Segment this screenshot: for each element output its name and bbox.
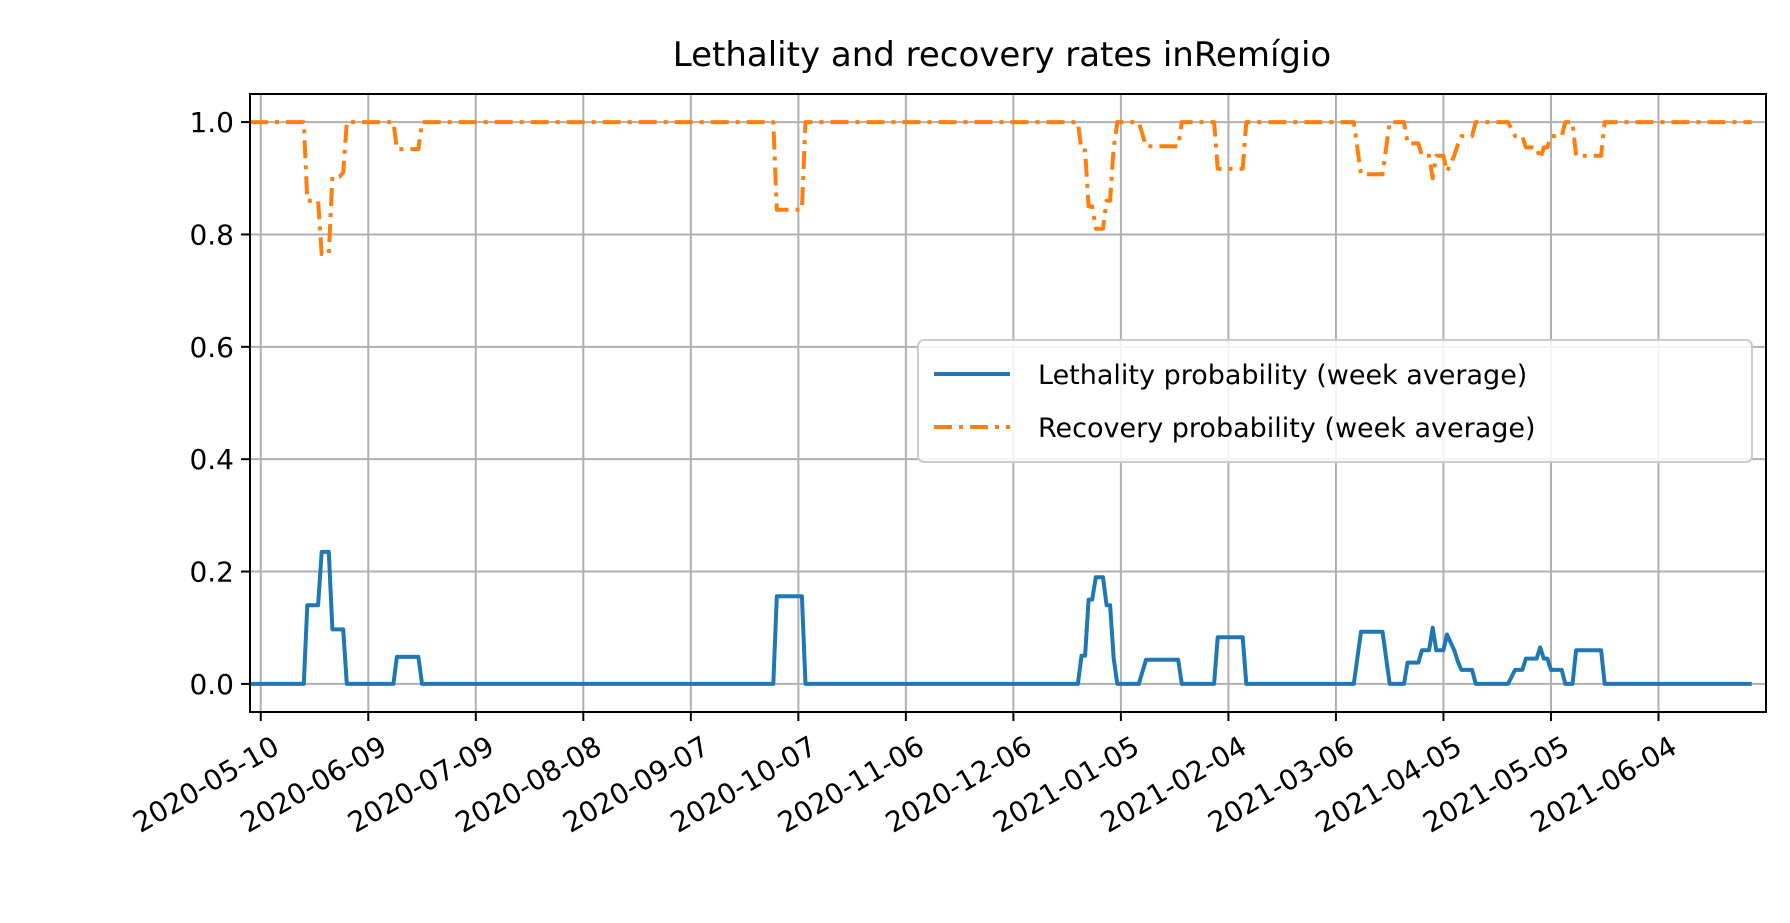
legend-label: Recovery probability (week average) — [1038, 413, 1536, 444]
y-tick-label: 0.8 — [189, 218, 234, 251]
y-tick-label: 0.2 — [189, 556, 234, 589]
series-line-0 — [250, 549, 1752, 686]
chart-title: Lethality and recovery rates inRemígio — [673, 35, 1331, 75]
plot-frame — [249, 93, 1767, 713]
y-tick-label: 0.0 — [189, 668, 234, 701]
y-tick-label: 0.4 — [189, 443, 234, 476]
y-tick-label: 1.0 — [189, 106, 234, 139]
y-axis: 0.0 0.2 0.4 0.6 0.8 1.0 — [189, 106, 250, 701]
y-tick-label: 0.6 — [189, 331, 234, 364]
legend: Lethality probability (week average) Reco… — [917, 339, 1753, 463]
legend-label: Lethality probability (week average) — [1038, 360, 1527, 391]
legend-box — [917, 339, 1753, 463]
plot-lines — [250, 120, 1752, 686]
series-line-1 — [250, 120, 1752, 257]
